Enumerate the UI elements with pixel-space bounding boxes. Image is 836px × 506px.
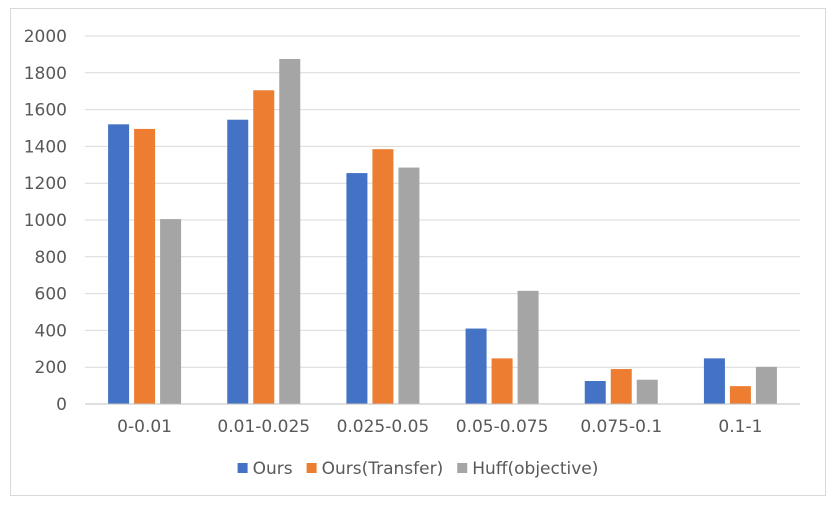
- y-tick-label: 400: [35, 321, 67, 341]
- y-tick-label: 600: [35, 285, 67, 305]
- bar: [108, 124, 130, 404]
- y-tick-label: 1400: [24, 137, 67, 157]
- y-tick-label: 1000: [24, 211, 67, 231]
- bar: [755, 366, 777, 404]
- legend-label: Huff(objective): [472, 459, 598, 479]
- y-tick-label: 1800: [24, 64, 67, 84]
- y-tick-label: 1200: [24, 174, 67, 194]
- bar: [465, 328, 487, 404]
- bar: [253, 90, 275, 404]
- y-tick-label: 1600: [24, 101, 67, 121]
- axes: 0 200 400 600 800 1000 1200 1400 1600 1800 2000 0-0…: [24, 27, 800, 437]
- x-tick-label: 0-0.01: [117, 417, 172, 437]
- bar: [279, 59, 301, 404]
- x-tick-label: 0.05-0.075: [456, 417, 549, 437]
- bars: [108, 59, 777, 405]
- legend-swatch: [457, 463, 468, 473]
- bar: [372, 149, 394, 404]
- bar: [227, 119, 249, 404]
- bar: [346, 173, 368, 404]
- bar: [160, 219, 182, 404]
- bar: [636, 379, 658, 404]
- legend-label: Ours: [253, 459, 293, 479]
- bar: [491, 358, 513, 404]
- legend-swatch: [237, 463, 248, 473]
- bar: [134, 128, 156, 405]
- bar: [703, 358, 725, 404]
- y-tick-label: 2000: [24, 27, 67, 47]
- y-tick-label: 800: [35, 248, 67, 268]
- bar: [584, 381, 606, 404]
- bar: [729, 386, 751, 404]
- legend-swatch: [306, 463, 317, 473]
- x-tick-label: 0.025-0.05: [337, 417, 430, 437]
- x-tick-label: 0.1-1: [718, 417, 762, 437]
- gridlines: [85, 35, 800, 368]
- legend: Ours Ours(Transfer) Huff(objective): [237, 459, 598, 479]
- x-tick-label: 0.075-0.1: [580, 417, 662, 437]
- y-tick-label: 200: [35, 358, 67, 378]
- legend-label: Ours(Transfer): [322, 459, 444, 479]
- x-tick-label: 0.01-0.025: [217, 417, 310, 437]
- bar: [610, 369, 632, 404]
- bar: [398, 167, 420, 404]
- bar: [517, 290, 539, 404]
- y-tick-label: 0: [56, 395, 67, 415]
